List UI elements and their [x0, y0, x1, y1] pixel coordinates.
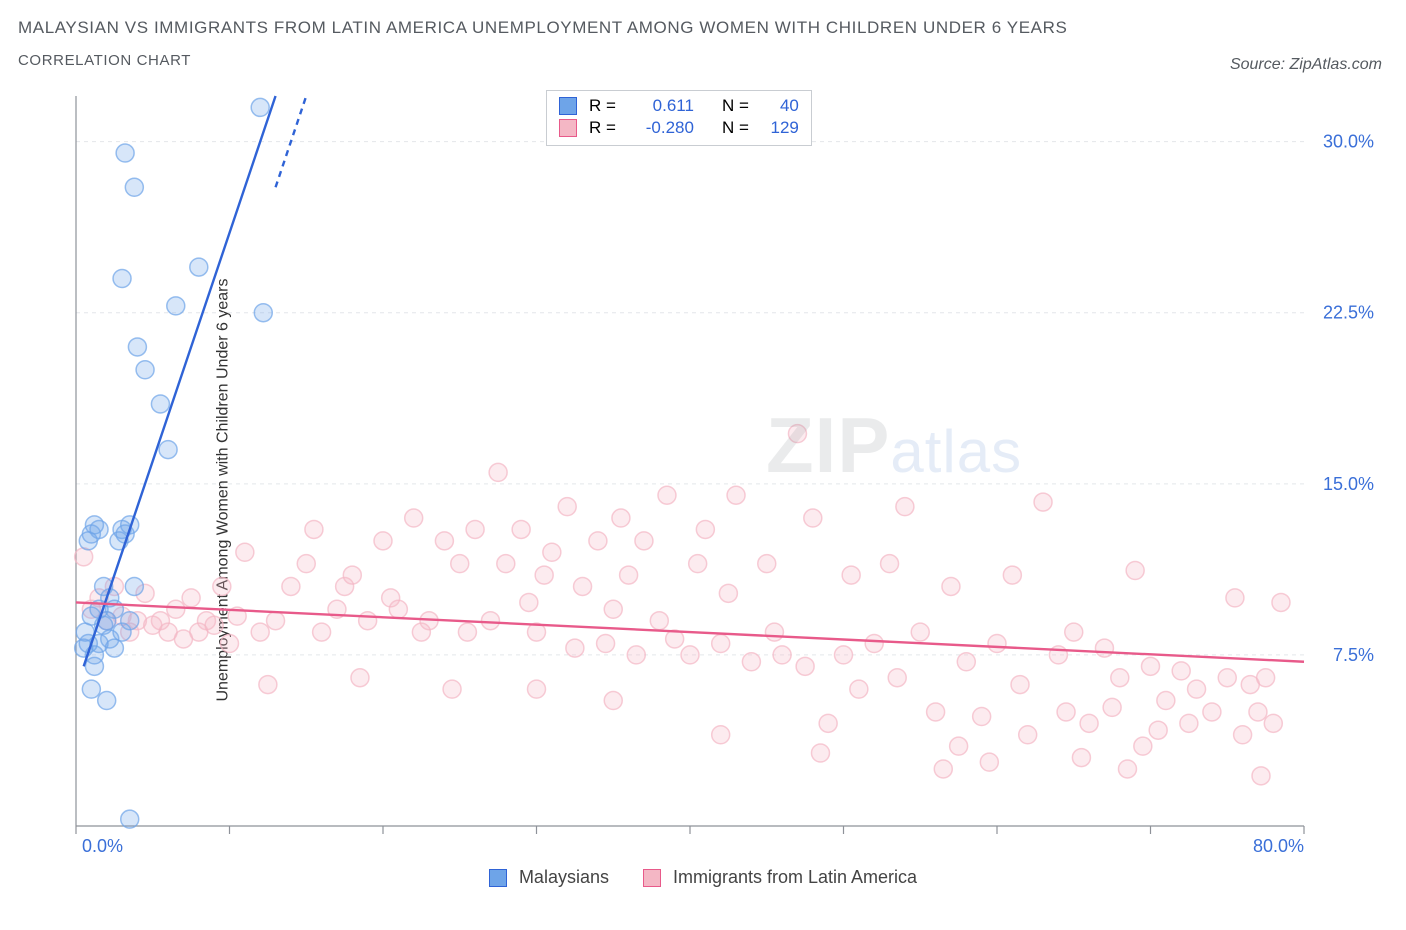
chart-subtitle: CORRELATION CHART [18, 52, 1388, 69]
svg-text:0.0%: 0.0% [82, 836, 123, 856]
source-label: Source: ZipAtlas.com [1230, 56, 1382, 74]
svg-text:80.0%: 80.0% [1253, 836, 1304, 856]
scatter-plot-svg: 7.5% 15.0% 22.5% 30.0% 0.0% 80.0% [66, 90, 1376, 860]
svg-text:22.5%: 22.5% [1323, 303, 1374, 323]
svg-text:15.0%: 15.0% [1323, 474, 1374, 494]
stats-legend-box: R = 0.611 N = 40 R = -0.280 N = 129 [546, 90, 812, 146]
svg-text:7.5%: 7.5% [1333, 645, 1374, 665]
swatch-malaysians-icon [489, 869, 507, 887]
legend-item-immigrants: Immigrants from Latin America [643, 867, 917, 888]
stats-row-malaysians: R = 0.611 N = 40 [559, 95, 799, 117]
swatch-immigrants [559, 119, 577, 137]
chart-area: Unemployment Among Women with Children U… [18, 90, 1388, 890]
swatch-immigrants-icon [643, 869, 661, 887]
plot-area: 7.5%15.0%22.5%30.0%0.0%80.0% ZIPatlas R … [66, 90, 1376, 860]
series-legend: Malaysians Immigrants from Latin America [18, 867, 1388, 888]
svg-text:30.0%: 30.0% [1323, 132, 1374, 152]
stats-row-immigrants: R = -0.280 N = 129 [559, 117, 799, 139]
legend-item-malaysians: Malaysians [489, 867, 609, 888]
swatch-malaysians [559, 97, 577, 115]
chart-title: MALAYSIAN VS IMMIGRANTS FROM LATIN AMERI… [18, 18, 1388, 38]
